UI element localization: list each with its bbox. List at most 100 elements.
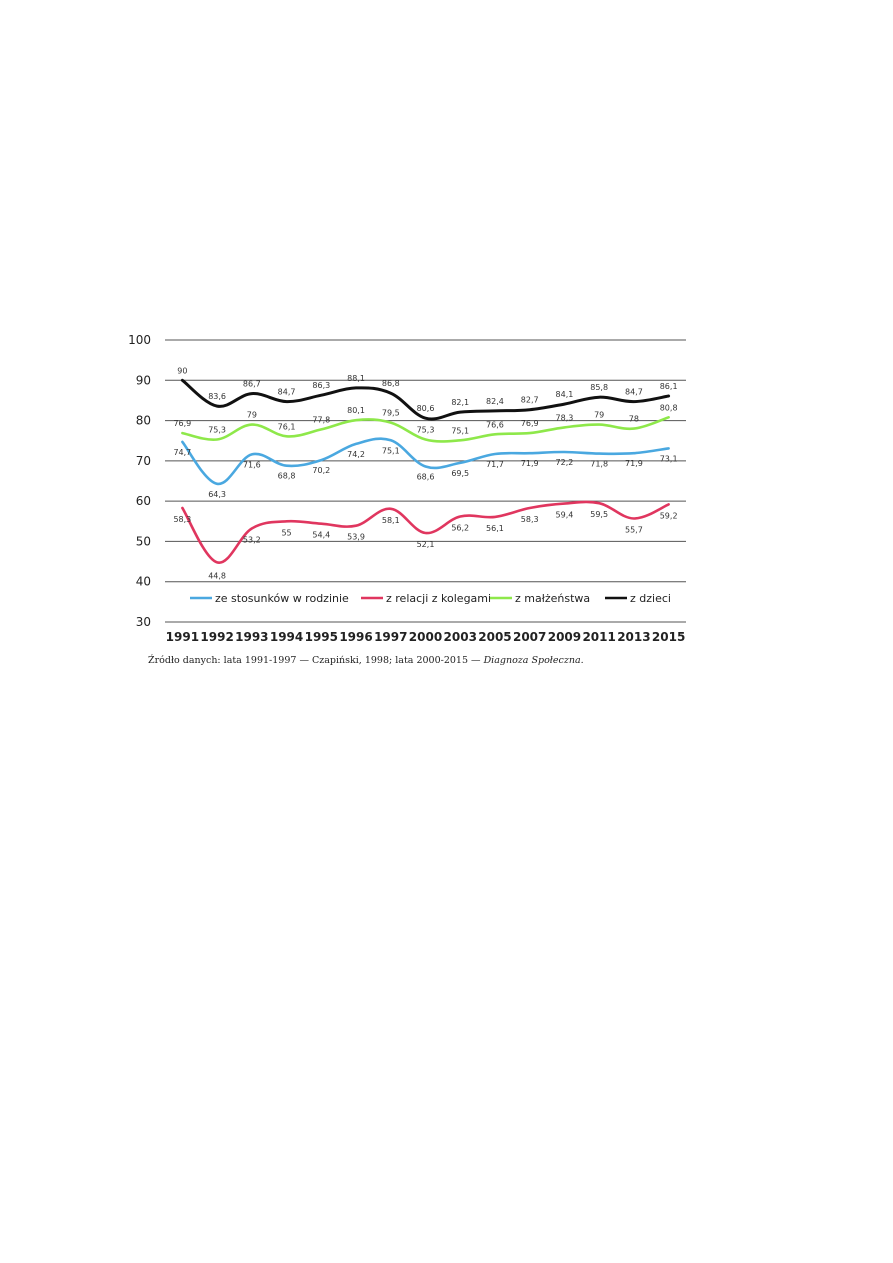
- data-label: 71,9: [521, 459, 539, 468]
- legend-label: z małżeństwa: [515, 592, 590, 605]
- data-label: 88,1: [347, 374, 365, 383]
- source-note: Źródło danych: lata 1991-1997 — Czapińsk…: [148, 655, 768, 666]
- source-suffix: .: [580, 655, 584, 666]
- x-tick-label: 1997: [374, 630, 407, 644]
- data-label: 82,7: [521, 396, 539, 405]
- data-label: 85,8: [590, 383, 608, 392]
- legend-label: z dzieci: [630, 592, 671, 605]
- data-label: 52,1: [417, 540, 435, 549]
- x-tick-label: 2009: [548, 630, 581, 644]
- data-label: 76,9: [521, 419, 539, 428]
- data-label: 59,2: [660, 511, 678, 520]
- data-label: 58,3: [521, 515, 539, 524]
- data-label: 71,7: [486, 460, 504, 469]
- data-label: 55,7: [625, 525, 643, 534]
- data-label: 82,1: [451, 398, 469, 407]
- x-tick-label: 1993: [235, 630, 268, 644]
- data-label: 86,7: [243, 380, 261, 389]
- y-tick-label: 50: [136, 534, 151, 548]
- data-label: 53,9: [347, 533, 365, 542]
- data-label: 72,2: [556, 458, 574, 467]
- data-label: 78,3: [556, 413, 574, 422]
- data-label: 82,4: [486, 397, 504, 406]
- data-label: 75,1: [382, 446, 400, 455]
- x-tick-label: 2013: [617, 630, 650, 644]
- data-label: 84,7: [278, 388, 296, 397]
- data-label: 83,6: [208, 392, 226, 401]
- data-label: 64,3: [208, 490, 226, 499]
- data-label: 59,5: [590, 510, 608, 519]
- x-axis: 1991 1992 1993 1994 1995 1996 1997 2000 2003 2005…: [166, 630, 686, 644]
- chart-legend: ze stosunków w rodzinie z relacji z koleg…: [190, 592, 671, 605]
- data-label: 59,4: [556, 511, 574, 520]
- data-label: 75,3: [208, 426, 226, 435]
- data-label: 71,8: [590, 460, 608, 469]
- data-label: 69,5: [451, 469, 469, 478]
- x-tick-label: 2007: [513, 630, 546, 644]
- series-line-family: [181, 437, 670, 486]
- data-label: 75,3: [417, 426, 435, 435]
- y-tick-label: 90: [136, 373, 151, 387]
- data-label: 56,1: [486, 524, 504, 533]
- data-label: 86,3: [312, 381, 330, 390]
- y-tick-label: 100: [128, 333, 151, 347]
- data-label: 84,7: [625, 388, 643, 397]
- data-label: 75,1: [451, 426, 469, 435]
- data-label: 79: [594, 411, 604, 420]
- x-tick-label: 1991: [166, 630, 199, 644]
- x-tick-label: 2003: [444, 630, 477, 644]
- data-label: 58,1: [382, 516, 400, 525]
- data-label: 80,8: [660, 403, 678, 412]
- data-label: 80,6: [417, 404, 435, 413]
- y-tick-label: 40: [136, 575, 151, 589]
- x-tick-label: 2005: [478, 630, 511, 644]
- series-line-children: [180, 378, 671, 421]
- data-label: 55: [281, 528, 291, 537]
- x-tick-label: 1995: [305, 630, 338, 644]
- data-label: 71,9: [625, 459, 643, 468]
- series-line-marriage: [181, 416, 670, 443]
- data-label: 79: [247, 411, 257, 420]
- series-line-colleagues: [181, 500, 670, 564]
- data-label: 44,8: [208, 571, 226, 580]
- data-label: 68,6: [417, 472, 435, 481]
- data-label: 56,2: [451, 523, 469, 532]
- source-text: Źródło danych: lata 1991-1997 — Czapińsk…: [148, 655, 484, 666]
- data-label: 76,1: [278, 422, 296, 431]
- legend-label: z relacji z kolegami: [386, 592, 491, 605]
- x-tick-label: 2000: [409, 630, 442, 644]
- data-label: 71,6: [243, 460, 261, 469]
- y-tick-label: 70: [136, 454, 151, 468]
- x-tick-label: 1992: [200, 630, 233, 644]
- legend-label: ze stosunków w rodzinie: [215, 592, 349, 605]
- data-labels: 74,7 64,3 71,6 68,8 70,2 74,2 75,1 68,6 69,5 71,7…: [173, 366, 677, 580]
- data-label: 53,2: [243, 536, 261, 545]
- data-label: 68,8: [278, 472, 296, 481]
- data-label: 76,9: [173, 419, 191, 428]
- data-label: 54,4: [312, 531, 330, 540]
- data-label: 76,6: [486, 420, 504, 429]
- data-label: 74,2: [347, 450, 365, 459]
- x-tick-label: 2015: [652, 630, 685, 644]
- series-lines: [180, 378, 671, 564]
- data-label: 70,2: [312, 466, 330, 475]
- data-label: 73,1: [660, 454, 678, 463]
- data-label: 84,1: [556, 390, 574, 399]
- data-label: 80,1: [347, 406, 365, 415]
- data-label: 58,3: [173, 515, 191, 524]
- data-label: 79,5: [382, 409, 400, 418]
- data-label: 77,8: [312, 415, 330, 424]
- source-italic: Diagnoza Społeczna: [483, 655, 581, 666]
- x-tick-label: 2011: [582, 630, 615, 644]
- data-label: 86,8: [382, 379, 400, 388]
- x-tick-label: 1996: [339, 630, 372, 644]
- data-label: 78: [629, 415, 639, 424]
- y-tick-label: 80: [136, 414, 151, 428]
- y-tick-label: 30: [136, 615, 151, 629]
- data-label: 74,7: [173, 448, 191, 457]
- x-tick-label: 1994: [270, 630, 303, 644]
- data-label: 86,1: [660, 382, 678, 391]
- data-label: 90: [177, 366, 187, 375]
- chart-grid: [165, 339, 686, 623]
